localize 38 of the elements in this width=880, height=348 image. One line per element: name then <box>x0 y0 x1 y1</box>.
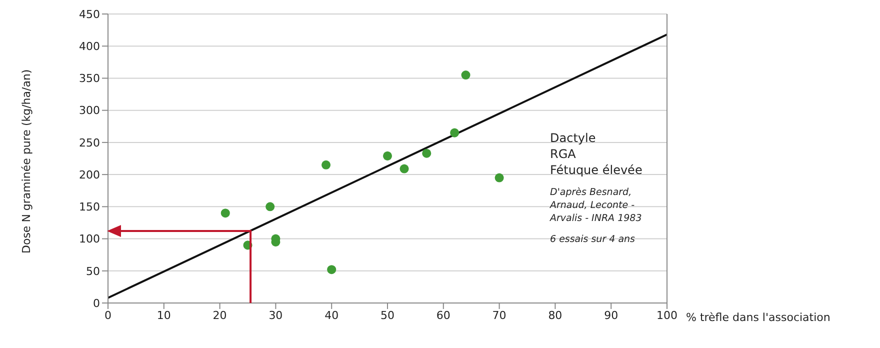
y-tick-label: 50 <box>86 264 100 278</box>
y-tick-label: 0 <box>93 296 100 310</box>
x-tick-label: 20 <box>212 308 227 322</box>
x-tick-label: 80 <box>548 308 562 322</box>
point <box>461 70 470 80</box>
annotation: Dactyle <box>550 130 597 146</box>
point <box>382 151 392 160</box>
y-tick-label: 450 <box>79 8 100 21</box>
x-tick-label: 60 <box>436 308 450 322</box>
point <box>400 164 409 174</box>
annotation: 6 essais sur 4 ans <box>550 233 636 246</box>
point <box>266 202 275 212</box>
y-tick-label: 150 <box>79 200 100 214</box>
x-tick-label: 40 <box>324 308 339 322</box>
y-tick-label: 400 <box>79 40 100 54</box>
point <box>327 265 336 274</box>
y-axis-title: Dose N graminée pure (kg/ha/an) <box>20 69 33 254</box>
y-tick-label: 250 <box>79 136 100 150</box>
point <box>450 128 460 138</box>
x-tick-label: 100 <box>656 308 678 322</box>
annotation: Fétuque élevée <box>550 162 644 178</box>
y-tick-label: 300 <box>79 104 100 118</box>
point <box>494 173 504 182</box>
point <box>321 160 331 170</box>
annotation: D'après Besnard, Arnaud, Leconte - Arvalis - INRA 1983 <box>550 186 643 225</box>
y-tick-label: 200 <box>79 168 100 182</box>
x-tick-label: 70 <box>492 308 506 322</box>
annotation: RGA <box>550 146 577 162</box>
x-tick-label: 10 <box>156 308 171 322</box>
x-tick-label: 90 <box>604 308 618 322</box>
point <box>220 208 230 218</box>
x-tick-label: 50 <box>380 308 394 322</box>
x-tick-label: 30 <box>268 308 283 322</box>
y-tick-label: 350 <box>79 72 100 86</box>
y-tick-label: 100 <box>79 232 100 246</box>
point <box>422 148 432 158</box>
x-axis-title: % trèfle dans l'association <box>686 311 830 324</box>
x-tick-label: 0 <box>104 308 112 322</box>
